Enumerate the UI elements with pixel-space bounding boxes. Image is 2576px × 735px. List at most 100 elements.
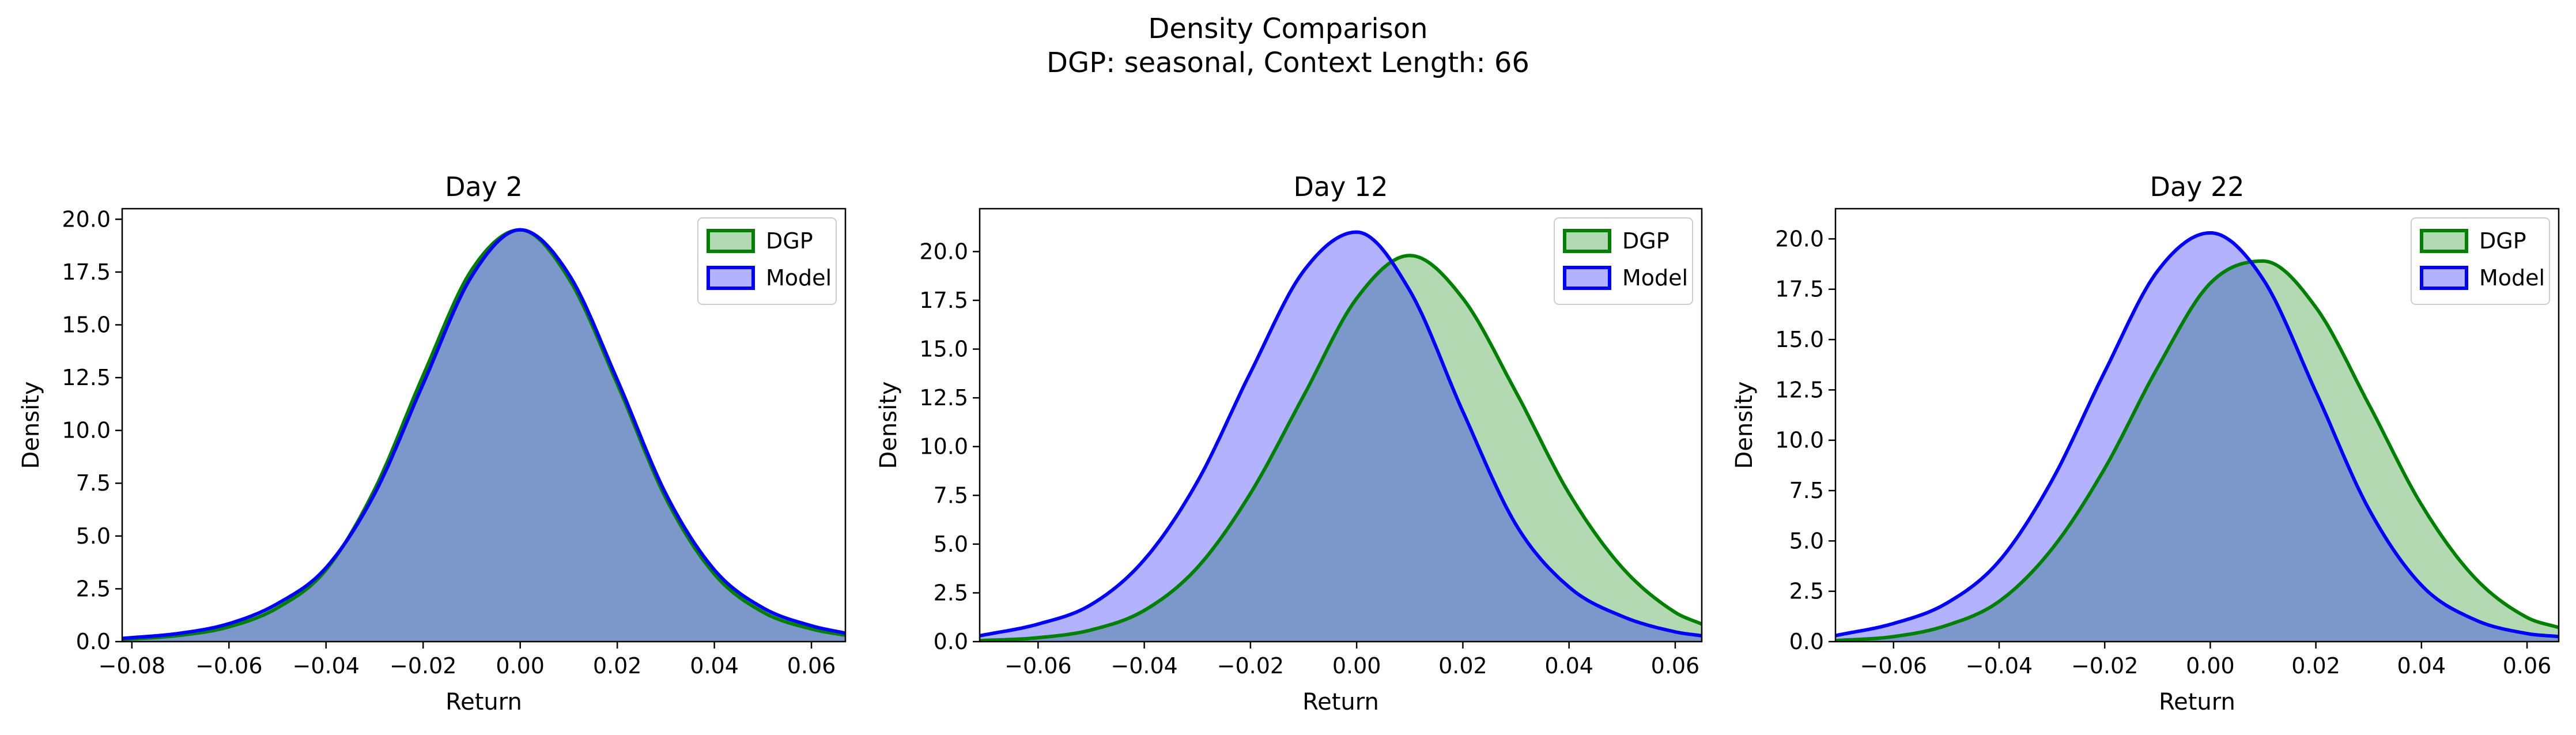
y-tick-label: 10.0 [1775,428,1824,453]
y-tick-label: 12.5 [62,365,111,390]
x-tick-label: −0.06 [195,653,262,679]
y-tick-label: 10.0 [919,434,968,459]
x-tick-label: 0.02 [1438,653,1487,679]
legend-swatch-model [707,266,755,290]
legend-label-model: Model [2479,265,2545,291]
x-axis-label: Return [445,689,522,715]
line-model [1835,231,2559,639]
panel-title: Day 22 [2150,171,2245,202]
y-tick-label: 5.0 [76,523,111,549]
y-tick-label: 20.0 [919,239,968,264]
y-tick-label: 0.0 [934,629,968,654]
y-tick-label: 5.0 [1789,528,1824,553]
panel-2: −0.06 −0.04 −0.02 0.00 0.02 0.04 0.06 0.0 2.5 5.0… [875,171,1703,715]
area-dgp [122,229,845,642]
area-dgp [1835,261,2559,642]
legend-label-model: Model [766,265,832,291]
x-tick-label: 0.06 [787,653,836,679]
y-tick-label: 2.5 [934,580,968,605]
y-tick-label: 17.5 [62,259,111,285]
y-tick-label: 17.5 [919,288,968,313]
line-dgp [122,228,845,642]
y-axis-label: Density [875,381,902,469]
x-tick-label: −0.02 [1217,653,1284,679]
plot-area [980,230,1702,642]
x-tick-label: −0.04 [293,653,360,679]
area-model [980,232,1702,642]
legend-label-dgp: DGP [2479,228,2526,254]
y-axis-label: Density [18,381,44,469]
panel-title: Day 12 [1294,171,1388,202]
y-tick-label: 17.5 [1775,277,1824,302]
x-axis-label: Return [1302,689,1379,715]
line-dgp [980,254,1702,642]
legend-label-dgp: DGP [766,228,813,254]
axes-frame [1834,208,2560,643]
y-tick-label: 0.0 [76,629,111,654]
plot-area [122,228,845,642]
x-tick-label: −0.02 [390,653,456,679]
x-tick-label: 0.00 [496,653,545,679]
x-tick-label: −0.04 [1966,653,2033,679]
y-tick-label: 12.5 [919,385,968,410]
x-tick-label: −0.02 [2071,653,2138,679]
figure-title-line1: Density Comparison [1148,13,1427,45]
axes-frame [121,208,847,643]
x-tick-label: 0.02 [2291,653,2340,679]
y-tick-label: 10.0 [62,418,111,443]
legend-box [1554,217,1693,305]
area-dgp [980,255,1702,642]
legend-box [697,217,837,305]
x-tick-label: −0.08 [99,653,165,679]
line-dgp [1835,259,2559,642]
axes-frame [979,208,1703,643]
y-tick-label: 0.0 [1789,629,1824,654]
x-tick-label: 0.00 [1332,653,1381,679]
y-axis-label: Density [1731,381,1758,469]
x-tick-label: 0.06 [1651,653,1700,679]
line-model [980,230,1702,638]
panel-3: −0.06 −0.04 −0.02 0.00 0.02 0.04 0.06 0.0 2.5 5.0… [1731,171,2560,715]
y-tick-label: 2.5 [76,576,111,601]
legend-swatch-dgp [707,229,755,253]
area-model [122,229,845,642]
y-tick-label: 15.0 [1775,327,1824,352]
y-tick-label: 15.0 [919,337,968,362]
x-tick-label: 0.04 [690,653,739,679]
x-tick-label: 0.06 [2503,653,2552,679]
y-tick-label: 12.5 [1775,377,1824,402]
legend-label-model: Model [1622,265,1688,291]
x-tick-label: 0.02 [593,653,642,679]
figure-title-line2: DGP: seasonal, Context Length: 66 [1047,47,1529,79]
x-tick-label: 0.00 [2186,653,2235,679]
x-axis-label: Return [2159,689,2235,715]
y-tick-label: 20.0 [1775,226,1824,251]
panel-1: −0.08 −0.06 −0.04 −0.02 0.00 0.02 0.04 0.06 0.0 2… [18,171,847,715]
y-tick-label: 5.0 [934,532,968,557]
x-tick-label: −0.06 [1004,653,1071,679]
y-tick-label: 7.5 [934,483,968,508]
x-tick-label: 0.04 [1544,653,1593,679]
plot-area [1835,231,2559,642]
legend-label-dgp: DGP [1622,228,1670,254]
y-tick-label: 7.5 [76,470,111,496]
legend: DGP Model [1554,217,1693,305]
legend-swatch-dgp [2420,229,2468,253]
y-tick-label: 20.0 [62,206,111,232]
legend-swatch-model [1563,266,1611,290]
line-model [122,228,845,640]
legend-swatch-model [2420,266,2468,290]
legend: DGP Model [2411,217,2550,305]
y-tick-label: 15.0 [62,312,111,337]
legend: DGP Model [697,217,837,305]
x-tick-label: 0.04 [2397,653,2446,679]
y-tick-label: 2.5 [1789,579,1824,604]
x-tick-label: −0.04 [1111,653,1177,679]
legend-box [2411,217,2550,305]
panel-title: Day 2 [445,171,523,202]
x-tick-label: −0.06 [1860,653,1927,679]
y-tick-label: 7.5 [1789,478,1824,503]
legend-swatch-dgp [1563,229,1611,253]
